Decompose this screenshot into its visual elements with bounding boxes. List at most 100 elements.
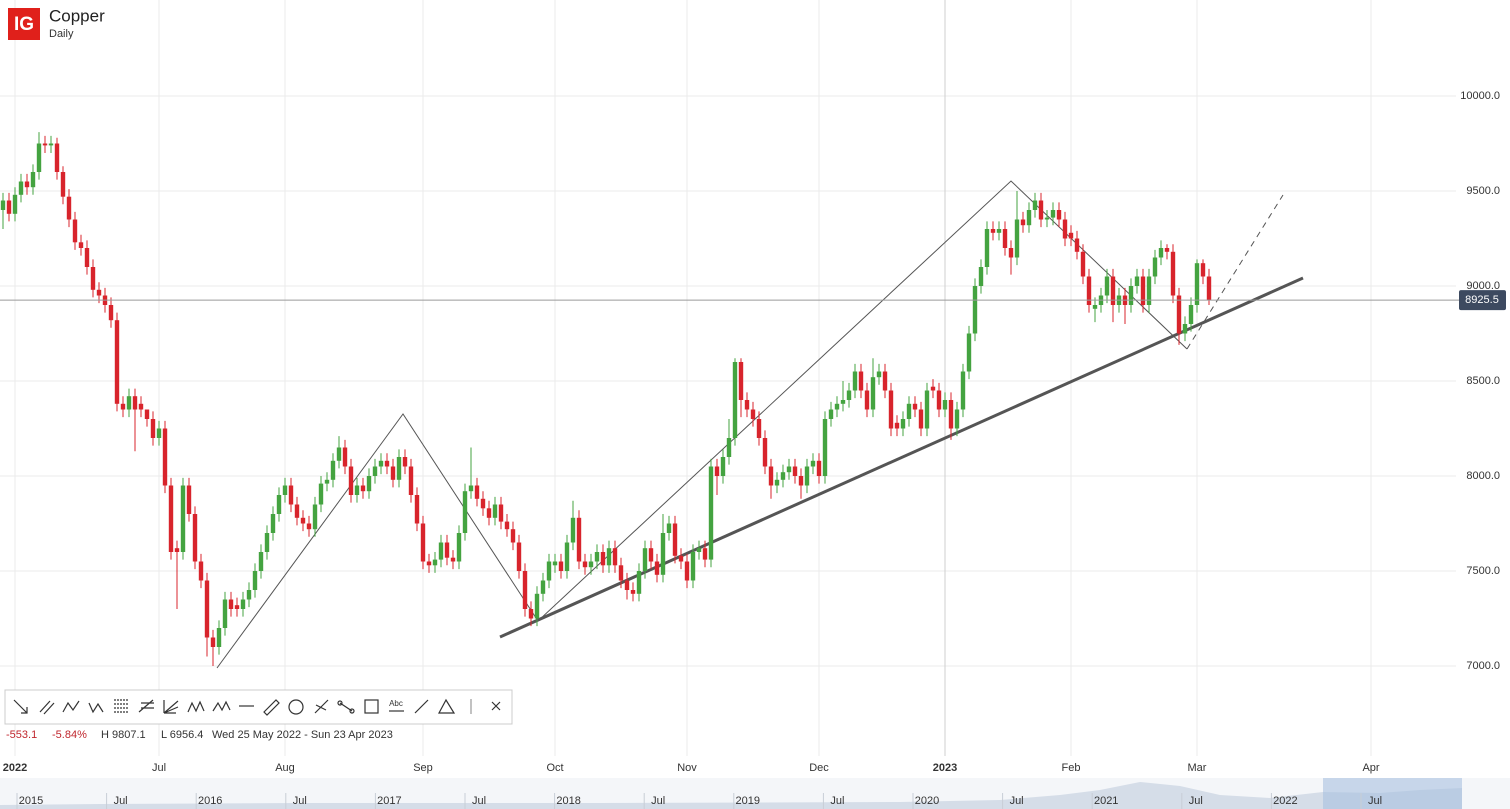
tool-line[interactable] [414,699,429,714]
y-tick-label: 7500.0 [1466,565,1500,577]
candle-body [1062,219,1068,239]
navigator-label: Jul [1368,795,1382,807]
candle-body [738,362,744,400]
navigator-window[interactable] [1323,778,1462,809]
candle-body [876,371,882,378]
candle-body [978,267,984,286]
candle-body [294,504,300,518]
candle-body [810,460,816,467]
candle-body [846,390,852,400]
navigator-label: 2021 [1094,795,1118,807]
candle-body [486,508,492,518]
candle-body [924,390,930,429]
logo [8,8,40,40]
candle-body [1014,219,1020,258]
candle-body [126,396,132,410]
candle-body [276,495,282,514]
tool-circle[interactable] [288,699,304,715]
candle-body [1032,200,1038,210]
tool-triangle[interactable] [437,698,456,714]
tool-fib-ext[interactable] [138,699,154,713]
navigator-label: Jul [1010,795,1024,807]
candle-body [1044,217,1050,220]
tool-fan[interactable] [163,700,179,714]
candle-body [996,229,1002,233]
toolbar-close[interactable] [491,701,501,711]
candle-body [48,143,54,146]
candle-body [120,403,126,410]
candle-body [564,542,570,571]
tool-zigzag[interactable] [62,700,80,713]
candle-body [60,172,66,197]
candle-body [30,172,36,188]
candle-body [624,580,630,590]
candle-body [1134,276,1140,286]
period-low: L 6956.4 [161,729,203,741]
candle-body [450,557,456,562]
navigator-label: Jul [830,795,844,807]
candle-body [642,548,648,571]
tool-ruler[interactable] [263,699,280,716]
candle-body [480,498,486,509]
candle-body [324,479,330,484]
candle-body [306,523,312,530]
candle-body [318,483,324,505]
candle-body [1050,210,1056,218]
candle-body [144,409,150,419]
candle-body [414,495,420,524]
candle-body [630,590,636,594]
candle-body [1194,263,1200,305]
candle-body [570,517,576,543]
tool-arrow[interactable] [13,699,28,714]
candle-body [474,485,480,499]
navigator-label: 2016 [198,795,222,807]
candle-body [498,504,504,522]
candle-body [510,529,516,543]
tool-pitchfork[interactable] [314,699,329,714]
candle-body [720,457,726,476]
candle-body [204,580,210,638]
candle-body [666,523,672,533]
candle-body [540,580,546,594]
tool-channel[interactable] [39,700,55,715]
candle-body [156,428,162,438]
candle-body [786,466,792,473]
y-tick-label: 9000.0 [1466,280,1500,292]
candle-body [852,371,858,391]
candle-body [390,466,396,480]
toolbar-icons [13,698,501,716]
candle-body [888,390,894,429]
candle-body [408,466,414,495]
projection-drawing [1186,194,1284,350]
candle-body [372,466,378,476]
tool-pattern[interactable] [88,702,104,714]
candle-body [750,409,756,419]
candle-body [858,371,864,391]
x-tick-label: Apr [1362,762,1379,774]
candle-body [174,548,180,552]
navigator-label: 2019 [736,795,760,807]
candle-body [426,561,432,566]
candle-body [522,571,528,609]
tool-fib[interactable] [114,699,129,713]
navigator-label: Jul [293,795,307,807]
candle-body [822,419,828,476]
y-tick-label: 7000.0 [1466,660,1500,672]
candle-body [1152,257,1158,277]
tool-wave[interactable] [187,700,205,713]
candle-body [534,593,540,619]
tool-elliott[interactable] [212,700,231,712]
candle-body [906,403,912,419]
candle-body [330,460,336,480]
logo-text: IG [14,14,34,35]
tool-rectangle[interactable] [364,699,379,714]
candle-body [0,200,6,210]
y-tick-label: 8000.0 [1466,470,1500,482]
y-tick-label: 10000.0 [1460,90,1500,102]
candle-body [1164,248,1170,252]
candle-body [54,143,60,172]
tool-text[interactable]: Abc [389,699,403,708]
candle-body [984,229,990,267]
candle-body [528,609,534,619]
candle-body [1158,248,1164,258]
